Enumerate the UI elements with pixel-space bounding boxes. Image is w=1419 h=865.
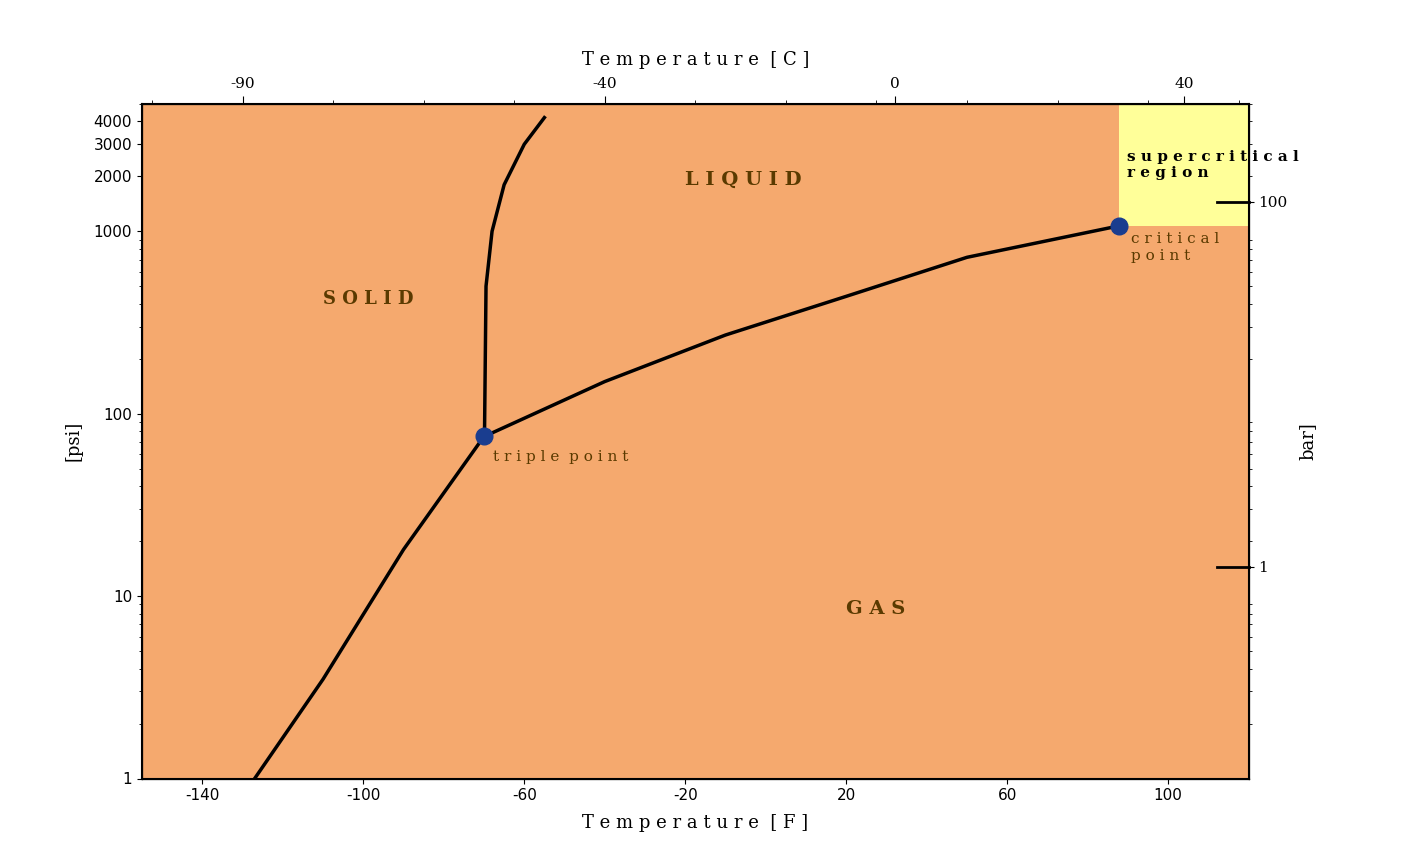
Y-axis label: bar]: bar] — [1298, 422, 1317, 460]
Text: t r i p l e  p o i n t: t r i p l e p o i n t — [492, 450, 629, 464]
Text: s u p e r c r i t i c a l
r e g i o n: s u p e r c r i t i c a l r e g i o n — [1127, 150, 1298, 180]
X-axis label: T e m p e r a t u r e  [ C ]: T e m p e r a t u r e [ C ] — [582, 52, 809, 69]
Text: L I Q U I D: L I Q U I D — [685, 170, 802, 189]
FancyBboxPatch shape — [1120, 104, 1249, 226]
Text: S O L I D: S O L I D — [324, 290, 413, 308]
Y-axis label: [psi]: [psi] — [64, 421, 82, 461]
X-axis label: T e m p e r a t u r e  [ F ]: T e m p e r a t u r e [ F ] — [582, 814, 809, 832]
Text: G A S: G A S — [846, 599, 905, 618]
Text: c r i t i c a l
p o i n t: c r i t i c a l p o i n t — [1131, 233, 1219, 263]
